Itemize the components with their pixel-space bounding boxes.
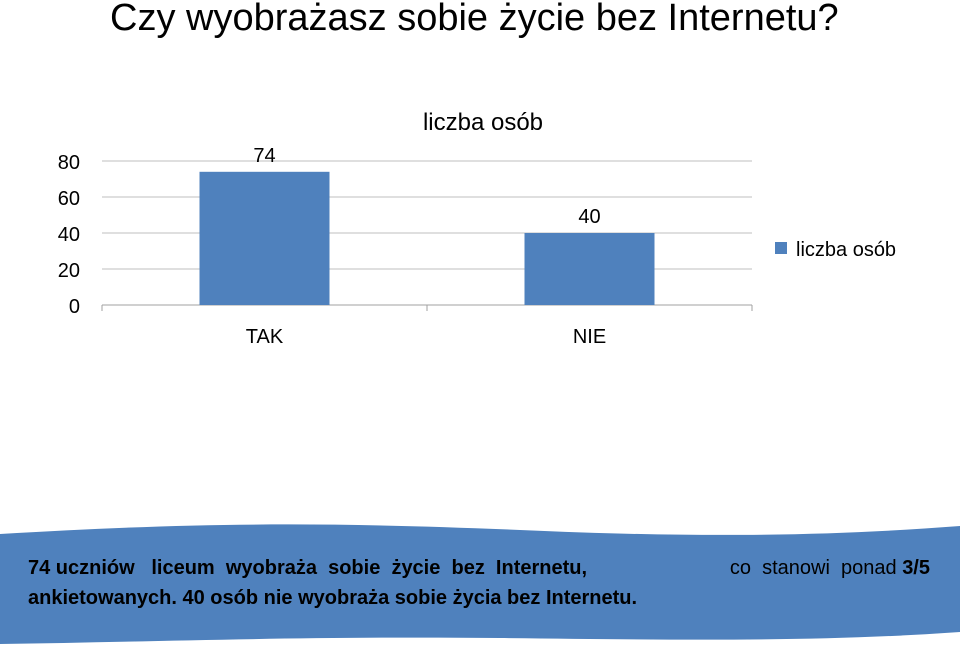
labels: 74 TAK 40 NIE (246, 145, 606, 348)
data-label: 40 (578, 206, 600, 228)
data-label: 74 (253, 145, 275, 167)
bar-tak (199, 171, 330, 305)
x-tick-label: TAK (246, 326, 284, 348)
y-tick-label: 20 (58, 260, 80, 282)
bar-chart: liczba osób 0 20 40 60 80 74 TAK 40 NIE liczba … (58, 109, 896, 348)
legend-swatch (775, 242, 787, 254)
legend-label: liczba osób (796, 239, 896, 261)
y-tick-label: 60 (58, 188, 80, 210)
y-tick-label: 0 (69, 296, 80, 318)
slide-title: Czy wyobrażasz sobie życie bez Internetu… (110, 0, 839, 39)
bar-nie (524, 233, 655, 305)
chart-title: liczba osób (423, 109, 543, 136)
y-tick-label: 80 (58, 152, 80, 174)
summary-text: 74 uczniów liceum wyobraża sobie życie b… (28, 553, 930, 613)
y-tick-label: 40 (58, 224, 80, 246)
axes: 0 20 40 60 80 (58, 152, 753, 318)
legend: liczba osób (775, 239, 896, 261)
summary-line2: ankietowanych. 40 osób nie wyobraża sobi… (28, 587, 638, 609)
summary-fraction: 3/5 (902, 557, 930, 579)
bars (199, 171, 655, 305)
x-tick-label: NIE (573, 326, 606, 348)
summary-line1-right: co stanowi ponad (729, 557, 897, 579)
summary-line1-left: 74 uczniów liceum wyobraża sobie życie b… (28, 557, 588, 579)
banner-background (0, 524, 960, 644)
